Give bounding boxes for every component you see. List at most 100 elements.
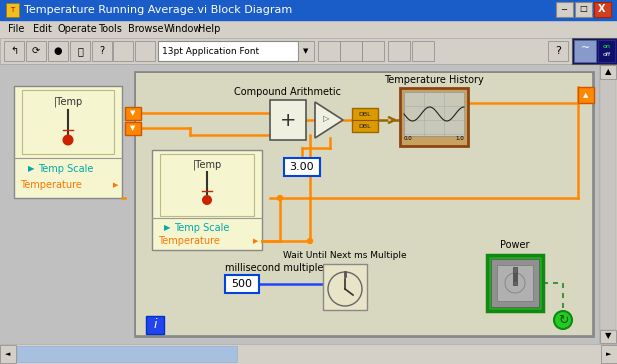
Text: ▶: ▶ bbox=[164, 223, 170, 233]
Bar bbox=[578, 87, 594, 103]
Text: DBL: DBL bbox=[358, 111, 371, 116]
Text: millisecond multiple: millisecond multiple bbox=[225, 263, 323, 273]
Bar bbox=[323, 264, 367, 310]
Text: Operate: Operate bbox=[57, 24, 97, 34]
Circle shape bbox=[328, 272, 362, 306]
Bar bbox=[298, 41, 314, 61]
Text: Temp Scale: Temp Scale bbox=[38, 164, 93, 174]
Text: ▶: ▶ bbox=[114, 182, 118, 188]
Circle shape bbox=[307, 238, 312, 244]
Text: 0.0: 0.0 bbox=[404, 135, 413, 141]
Bar bbox=[599, 64, 617, 344]
Text: Wait Until Next ms Multiple: Wait Until Next ms Multiple bbox=[283, 252, 407, 261]
Text: |Temp: |Temp bbox=[54, 97, 83, 107]
Text: T: T bbox=[10, 7, 14, 13]
Text: on: on bbox=[603, 44, 611, 48]
Bar bbox=[4, 41, 24, 61]
Bar bbox=[0, 38, 617, 64]
Bar bbox=[572, 38, 617, 64]
Text: Power: Power bbox=[500, 240, 530, 250]
Text: ▲: ▲ bbox=[583, 92, 589, 98]
Bar bbox=[113, 41, 133, 61]
Bar bbox=[125, 107, 141, 120]
Bar bbox=[225, 275, 259, 293]
Bar bbox=[160, 154, 254, 216]
Text: ▶: ▶ bbox=[254, 238, 259, 244]
Text: ●: ● bbox=[54, 46, 62, 56]
Text: +: + bbox=[280, 111, 296, 130]
Bar bbox=[575, 2, 592, 17]
Bar bbox=[14, 86, 122, 198]
Bar bbox=[0, 20, 617, 38]
Text: ◄: ◄ bbox=[6, 351, 10, 357]
Bar bbox=[284, 158, 320, 176]
Bar bbox=[0, 64, 617, 344]
Bar bbox=[352, 108, 378, 132]
Circle shape bbox=[202, 195, 212, 205]
Polygon shape bbox=[315, 102, 343, 138]
Text: |Temp: |Temp bbox=[193, 160, 222, 170]
Text: Tools: Tools bbox=[98, 24, 122, 34]
Text: X: X bbox=[598, 4, 606, 14]
Text: Temperature History: Temperature History bbox=[384, 75, 484, 85]
Text: off: off bbox=[603, 52, 611, 58]
Bar bbox=[48, 41, 68, 61]
Text: Temperature Running Average.vi Block Diagram: Temperature Running Average.vi Block Dia… bbox=[24, 5, 292, 15]
Text: 500: 500 bbox=[231, 279, 252, 289]
Circle shape bbox=[554, 311, 572, 329]
Bar bbox=[270, 100, 306, 140]
Bar bbox=[22, 90, 114, 154]
Bar bbox=[594, 2, 611, 17]
Text: Temperature: Temperature bbox=[20, 180, 82, 190]
Text: ─: ─ bbox=[561, 4, 566, 13]
Bar bbox=[601, 345, 617, 363]
Bar bbox=[152, 150, 262, 250]
Bar bbox=[0, 344, 617, 364]
Text: ►: ► bbox=[607, 351, 611, 357]
Bar bbox=[158, 41, 298, 61]
Bar bbox=[125, 122, 141, 135]
Bar bbox=[17, 346, 237, 362]
Text: Temperature: Temperature bbox=[158, 236, 220, 246]
Text: ▷: ▷ bbox=[323, 115, 329, 123]
Bar bbox=[0, 345, 16, 363]
Text: Edit: Edit bbox=[33, 24, 52, 34]
Text: 3.00: 3.00 bbox=[290, 162, 314, 172]
Text: ↻: ↻ bbox=[558, 313, 568, 327]
Text: 1.0: 1.0 bbox=[455, 135, 464, 141]
Text: Help: Help bbox=[199, 24, 221, 34]
Bar bbox=[487, 255, 543, 311]
Bar bbox=[513, 267, 517, 285]
Bar bbox=[340, 41, 362, 61]
Bar bbox=[600, 65, 616, 79]
Circle shape bbox=[505, 273, 525, 293]
Bar bbox=[598, 40, 615, 62]
Bar bbox=[92, 41, 112, 61]
Bar bbox=[136, 73, 592, 335]
Text: ~: ~ bbox=[581, 43, 590, 53]
Bar bbox=[0, 0, 617, 20]
Bar bbox=[362, 41, 384, 61]
Circle shape bbox=[62, 135, 73, 146]
Bar bbox=[497, 265, 533, 301]
Bar bbox=[600, 79, 616, 330]
Bar bbox=[574, 40, 596, 62]
Text: ?: ? bbox=[555, 46, 561, 56]
Text: DBL: DBL bbox=[358, 123, 371, 128]
Bar bbox=[388, 41, 410, 61]
Text: ?: ? bbox=[99, 46, 104, 56]
Bar bbox=[491, 259, 539, 307]
Text: ⟳: ⟳ bbox=[32, 46, 40, 56]
Text: □: □ bbox=[579, 4, 587, 13]
Bar bbox=[26, 41, 46, 61]
Text: ▶: ▶ bbox=[28, 165, 35, 174]
Bar bbox=[6, 3, 19, 17]
Text: Compound Arithmetic: Compound Arithmetic bbox=[234, 87, 341, 97]
Bar bbox=[135, 41, 155, 61]
Bar bbox=[318, 41, 340, 61]
Bar bbox=[412, 41, 434, 61]
Text: Browse: Browse bbox=[128, 24, 164, 34]
Circle shape bbox=[278, 195, 283, 201]
Text: ⏸: ⏸ bbox=[77, 46, 83, 56]
Bar bbox=[600, 330, 616, 343]
